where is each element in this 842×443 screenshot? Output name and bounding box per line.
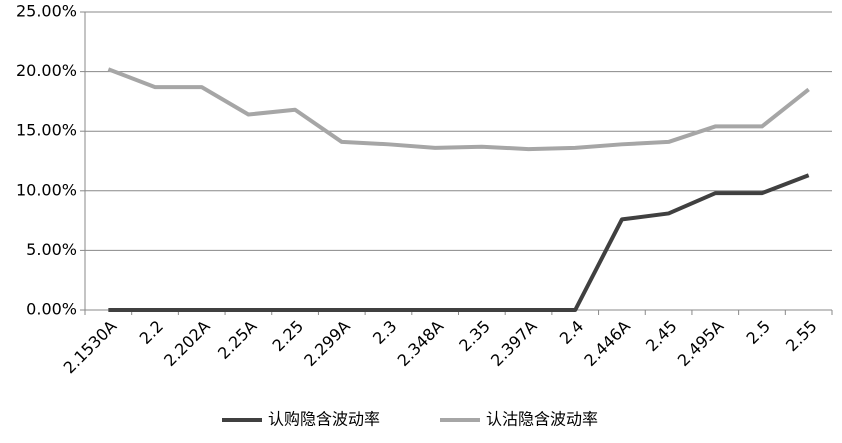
y-tick-label: 20.00% [16,61,77,80]
x-tick-label: 2.397A [487,317,541,371]
x-tick-label: 2.5 [743,317,774,348]
x-tick-label: 2.3 [369,317,400,348]
x-tick-label: 2.1530A [60,317,121,378]
y-tick-label: 0.00% [26,300,77,319]
y-tick-label: 10.00% [16,180,77,199]
series-line [108,173,810,312]
x-tick-label: 2.446A [580,317,634,371]
legend-label: 认沽隐含波动率 [486,410,598,429]
x-tick-label: 2.25 [268,317,307,356]
x-tick-label: 2.25A [214,317,260,363]
y-tick-label: 25.00% [16,2,77,21]
x-tick-label: 2.202A [160,317,214,371]
x-tick-label: 2.348A [394,317,448,371]
x-tick-label: 2.4 [556,317,587,348]
x-tick-label: 2.45 [642,317,681,356]
series-line [107,67,810,152]
y-tick-label: 5.00% [26,240,77,259]
x-tick-label: 2.299A [300,317,354,371]
y-tick-label: 15.00% [16,121,77,140]
x-tick-label: 2.2 [136,317,167,348]
x-tick-label: 2.35 [455,317,494,356]
x-tick-label: 2.55 [782,317,821,356]
legend-label: 认购隐含波动率 [268,410,380,429]
x-tick-label: 2.495A [674,317,728,371]
